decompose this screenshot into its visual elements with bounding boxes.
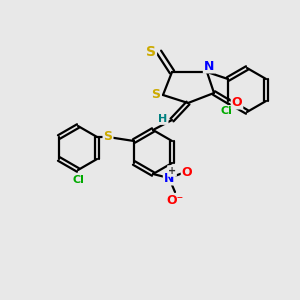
Text: +: +: [168, 166, 176, 176]
Text: N: N: [164, 172, 174, 184]
Text: H: H: [158, 114, 168, 124]
Text: S: S: [152, 88, 160, 101]
Text: Cl: Cl: [72, 175, 84, 185]
Text: O: O: [182, 167, 192, 179]
Text: O⁻: O⁻: [167, 194, 184, 208]
Text: O: O: [232, 95, 242, 109]
Text: S: S: [146, 45, 156, 59]
Text: Cl: Cl: [220, 106, 232, 116]
Text: N: N: [204, 59, 214, 73]
Text: S: S: [103, 130, 112, 143]
